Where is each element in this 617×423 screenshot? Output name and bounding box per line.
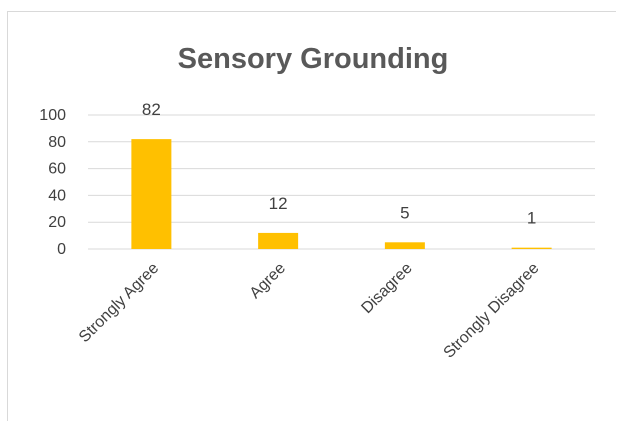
y-tick-label: 0 [57,241,66,258]
category-label: Strongly Agree [76,260,162,346]
category-label: Agree [247,260,289,302]
chart-frame [7,11,616,421]
data-label: 82 [142,100,161,119]
data-labels: 82 12 5 1 [142,100,536,228]
data-label: 12 [269,194,288,213]
bar [131,139,172,249]
data-label: 1 [527,209,536,228]
y-axis-ticks: 0 20 40 60 80 100 [39,107,66,258]
category-label: Strongly Disagree [441,260,543,362]
y-tick-label: 20 [48,214,66,231]
y-tick-label: 100 [39,107,66,124]
category-label: Disagree [358,260,415,317]
bar [511,247,552,249]
bar [258,232,299,249]
category-labels: Strongly Agree Agree Disagree Strongly Disa… [76,260,543,362]
data-label: 5 [400,203,409,222]
y-tick-label: 80 [48,134,66,151]
y-tick-label: 40 [48,187,66,204]
gridlines [88,114,595,250]
bars [131,139,552,249]
chart-title: Sensory Grounding [178,43,449,75]
y-tick-label: 60 [48,161,66,178]
bar [384,242,425,249]
